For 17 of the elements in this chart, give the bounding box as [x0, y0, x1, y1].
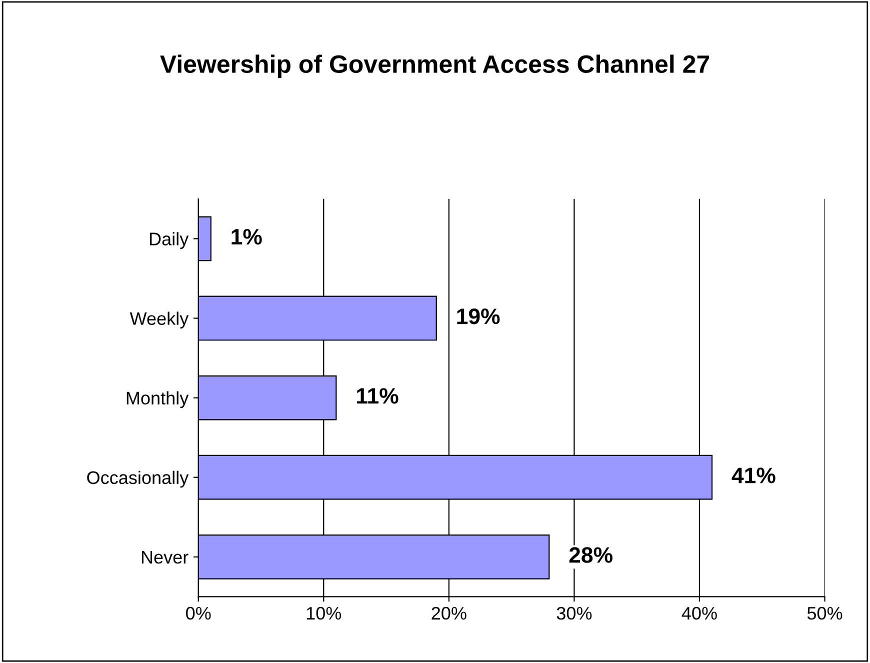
y-tick-label: Weekly [130, 312, 189, 329]
x-tick-label: 30% [556, 606, 592, 620]
chart-title: Viewership of Government Access Channel 27 [160, 54, 710, 78]
x-tick-label: 10% [306, 606, 342, 620]
data-label: 11% [357, 388, 398, 404]
data-label: 28% [569, 547, 612, 563]
y-tick-label: Occasionally [87, 470, 189, 488]
data-label: 19% [457, 308, 500, 324]
data-label: 41% [732, 468, 776, 484]
x-tick-label: 20% [432, 606, 466, 620]
data-label: 1% [232, 228, 262, 245]
y-tick-label: Monthly [126, 391, 189, 408]
y-tick-label: Never [142, 551, 188, 564]
x-tick-label: 50% [807, 606, 842, 620]
x-tick-label: 40% [682, 606, 717, 620]
y-tick-label: Daily [150, 232, 189, 249]
x-tick-label: 0% [186, 606, 211, 620]
